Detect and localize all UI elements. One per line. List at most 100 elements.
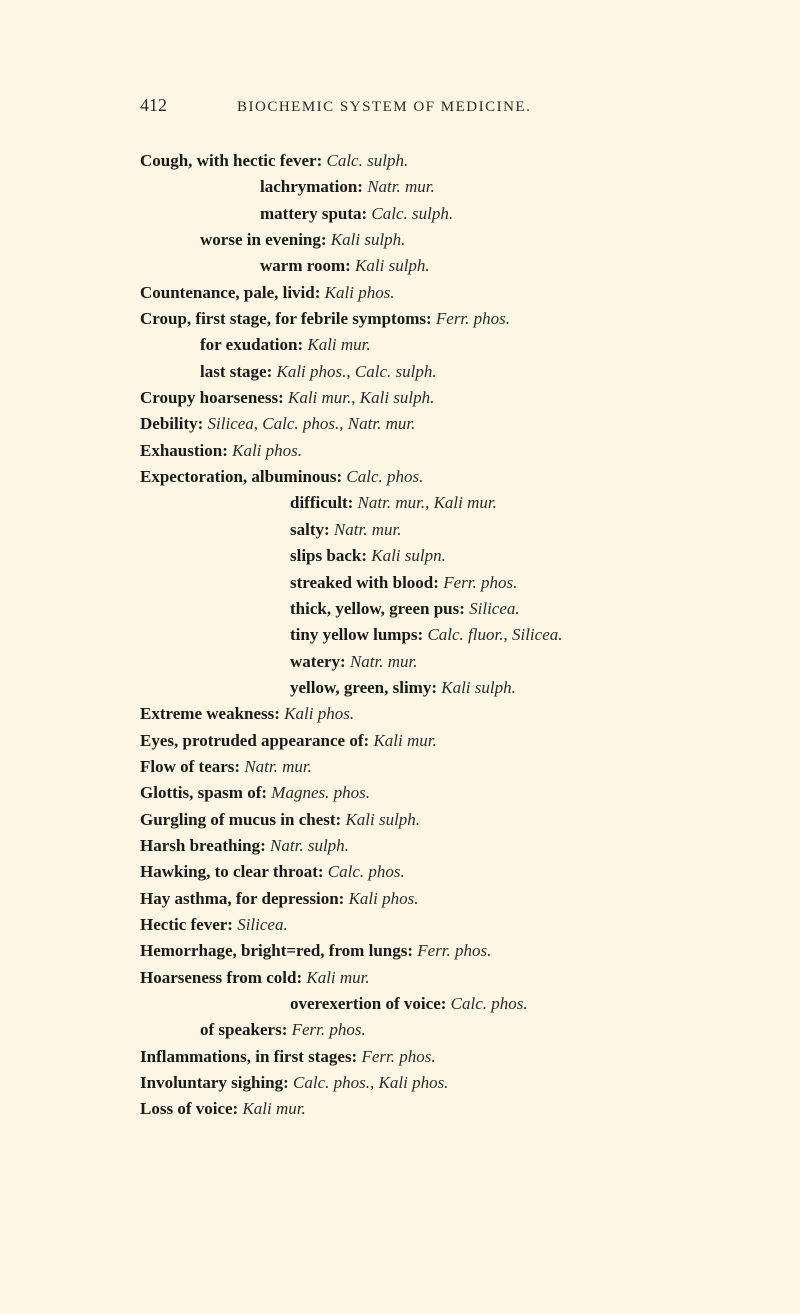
remedy-name: Kali sulph.: [331, 230, 406, 249]
remedy-name: Calc. fluor.: [427, 625, 503, 644]
text-line: thick, yellow, green pus: Silicea.: [140, 596, 690, 622]
remedy-name: Silicea.: [469, 599, 520, 618]
symptom-label: Glottis, spasm of:: [140, 783, 271, 802]
text-line: last stage: Kali phos., Calc. sulph.: [140, 359, 690, 385]
symptom-label: salty:: [290, 520, 334, 539]
symptom-label: yellow, green, slimy:: [290, 678, 441, 697]
remedy-name: Kali mur.: [307, 335, 370, 354]
remedy-name: Natr. mur.: [244, 757, 312, 776]
text-line: for exudation: Kali mur.: [140, 332, 690, 358]
remedy-name: Kali mur.: [288, 388, 351, 407]
text-line: watery: Natr. mur.: [140, 649, 690, 675]
remedy-name: Silicea.: [512, 625, 563, 644]
separator: ,: [339, 414, 348, 433]
remedy-name: Ferr. phos.: [436, 309, 510, 328]
remedy-name: Kali sulph.: [355, 256, 430, 275]
symptom-label: worse in evening:: [200, 230, 331, 249]
symptom-label: of speakers:: [200, 1020, 292, 1039]
remedy-name: Natr. mur.: [334, 520, 402, 539]
remedy-name: Kali sulpn.: [371, 546, 446, 565]
text-line: of speakers: Ferr. phos.: [140, 1017, 690, 1043]
remedy-name: Calc. sulph.: [371, 204, 453, 223]
remedy-name: Kali phos.: [325, 283, 395, 302]
remedy-name: Ferr. phos.: [443, 573, 517, 592]
remedy-name: Kali phos.: [232, 441, 302, 460]
text-line: Debility: Silicea, Calc. phos., Natr. mu…: [140, 411, 690, 437]
text-line: Hectic fever: Silicea.: [140, 912, 690, 938]
symptom-label: Extreme weakness:: [140, 704, 284, 723]
symptom-label: Exhaustion:: [140, 441, 232, 460]
symptom-label: Involuntary sighing:: [140, 1073, 293, 1092]
text-line: Involuntary sighing: Calc. phos., Kali p…: [140, 1070, 690, 1096]
remedy-name: Silicea.: [237, 915, 288, 934]
remedy-name: Ferr. phos.: [292, 1020, 366, 1039]
separator: ,: [346, 362, 355, 381]
remedy-name: Kali sulph.: [441, 678, 516, 697]
symptom-label: Debility:: [140, 414, 208, 433]
remedy-name: Natr. mur.: [358, 493, 426, 512]
remedy-name: Calc. phos.: [346, 467, 423, 486]
text-line: Hemorrhage, bright=red, from lungs: Ferr…: [140, 938, 690, 964]
text-line: Inflammations, in first stages: Ferr. ph…: [140, 1044, 690, 1070]
text-line: lachrymation: Natr. mur.: [140, 174, 690, 200]
page-number: 412: [140, 95, 167, 116]
symptom-label: Inflammations, in first stages:: [140, 1047, 361, 1066]
text-line: Hawking, to clear throat: Calc. phos.: [140, 859, 690, 885]
symptom-label: Croup, first stage, for febrile symptoms…: [140, 309, 436, 328]
text-line: Hay asthma, for depression: Kali phos.: [140, 886, 690, 912]
text-line: Extreme weakness: Kali phos.: [140, 701, 690, 727]
remedy-name: Kali mur.: [434, 493, 497, 512]
document-body: Cough, with hectic fever: Calc. sulph.la…: [140, 148, 690, 1123]
text-line: Expectoration, albuminous: Calc. phos.: [140, 464, 690, 490]
remedy-name: Magnes. phos.: [271, 783, 370, 802]
symptom-label: for exudation:: [200, 335, 307, 354]
remedy-name: Calc. sulph.: [327, 151, 409, 170]
text-line: Gurgling of mucus in chest: Kali sulph.: [140, 807, 690, 833]
remedy-name: Natr. sulph.: [270, 836, 349, 855]
symptom-label: slips back:: [290, 546, 371, 565]
symptom-label: Eyes, protruded appearance of:: [140, 731, 373, 750]
symptom-label: Expectoration, albuminous:: [140, 467, 346, 486]
remedy-name: Kali mur.: [242, 1099, 305, 1118]
symptom-label: Hoarseness from cold:: [140, 968, 306, 987]
remedy-name: Calc. phos.: [293, 1073, 370, 1092]
text-line: Countenance, pale, livid: Kali phos.: [140, 280, 690, 306]
symptom-label: Harsh breathing:: [140, 836, 270, 855]
symptom-label: mattery sputa:: [260, 204, 371, 223]
page-header: 412 BIOCHEMIC SYSTEM OF MEDICINE.: [140, 95, 690, 116]
remedy-name: Ferr. phos.: [417, 941, 491, 960]
text-line: Croup, first stage, for febrile symptoms…: [140, 306, 690, 332]
symptom-label: Gurgling of mucus in chest:: [140, 810, 345, 829]
symptom-label: warm room:: [260, 256, 355, 275]
remedy-name: Calc. sulph.: [355, 362, 437, 381]
symptom-label: difficult:: [290, 493, 358, 512]
remedy-name: Calc. phos.: [451, 994, 528, 1013]
page-container: 412 BIOCHEMIC SYSTEM OF MEDICINE. Cough,…: [0, 0, 800, 1183]
text-line: Harsh breathing: Natr. sulph.: [140, 833, 690, 859]
symptom-label: streaked with blood:: [290, 573, 443, 592]
remedy-name: Kali mur.: [306, 968, 369, 987]
remedy-name: Natr. mur.: [348, 414, 416, 433]
text-line: difficult: Natr. mur., Kali mur.: [140, 490, 690, 516]
remedy-name: Kali phos.: [276, 362, 346, 381]
remedy-name: Calc. phos.: [328, 862, 405, 881]
text-line: yellow, green, slimy: Kali sulph.: [140, 675, 690, 701]
separator: ,: [503, 625, 512, 644]
remedy-name: Kali sulph.: [360, 388, 435, 407]
remedy-name: Kali phos.: [379, 1073, 449, 1092]
remedy-name: Kali phos.: [284, 704, 354, 723]
separator: ,: [351, 388, 360, 407]
text-line: salty: Natr. mur.: [140, 517, 690, 543]
symptom-label: Loss of voice:: [140, 1099, 242, 1118]
text-line: warm room: Kali sulph.: [140, 253, 690, 279]
symptom-label: overexertion of voice:: [290, 994, 451, 1013]
text-line: Croupy hoarseness: Kali mur., Kali sulph…: [140, 385, 690, 411]
text-line: tiny yellow lumps: Calc. fluor., Silicea…: [140, 622, 690, 648]
symptom-label: Hemorrhage, bright=red, from lungs:: [140, 941, 417, 960]
separator: ,: [370, 1073, 379, 1092]
text-line: worse in evening: Kali sulph.: [140, 227, 690, 253]
symptom-label: Croupy hoarseness:: [140, 388, 288, 407]
text-line: mattery sputa: Calc. sulph.: [140, 201, 690, 227]
remedy-name: Ferr. phos.: [361, 1047, 435, 1066]
remedy-name: Kali mur.: [373, 731, 436, 750]
